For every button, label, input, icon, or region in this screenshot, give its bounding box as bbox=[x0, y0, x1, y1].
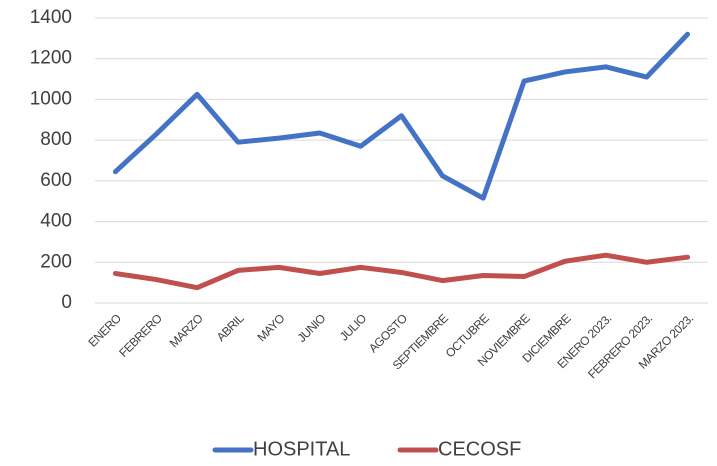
y-tick-label: 200 bbox=[40, 251, 72, 272]
x-tick-label: JULIO bbox=[337, 311, 369, 343]
y-tick-label: 800 bbox=[40, 129, 72, 150]
x-tick-label: MAYO bbox=[254, 311, 287, 344]
y-tick-label: 1200 bbox=[30, 48, 72, 69]
x-tick-label: MARZO bbox=[167, 311, 206, 350]
x-tick-label: ENERO bbox=[85, 311, 123, 349]
y-tick-label: 600 bbox=[40, 170, 72, 191]
x-tick-label: ABRIL bbox=[214, 311, 247, 344]
x-tick-label: JUNIO bbox=[295, 311, 329, 345]
y-tick-label: 400 bbox=[40, 211, 72, 232]
y-tick-label: 1400 bbox=[30, 7, 72, 28]
legend-label: HOSPITAL bbox=[253, 438, 350, 460]
series-line bbox=[112, 31, 691, 201]
y-tick-label: 1000 bbox=[30, 88, 72, 109]
legend-label: CECOSF bbox=[438, 438, 521, 460]
y-tick-label: 0 bbox=[61, 292, 72, 313]
series-line bbox=[112, 252, 691, 291]
x-tick-label: FEBRERO bbox=[116, 311, 165, 360]
